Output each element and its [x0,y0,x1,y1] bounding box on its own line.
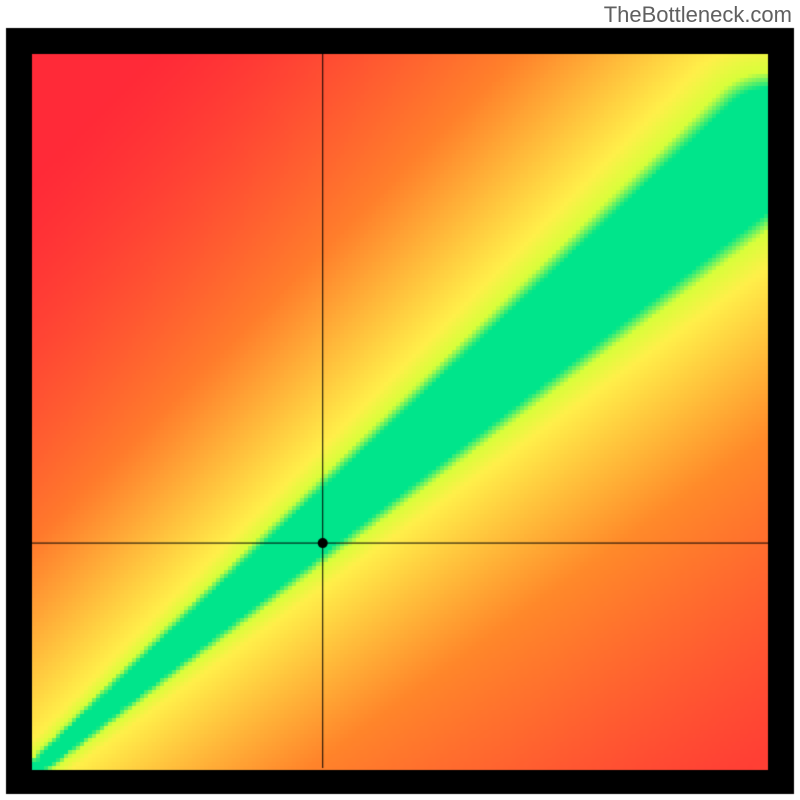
watermark-text: TheBottleneck.com [604,2,792,28]
heatmap-canvas [0,0,800,800]
chart-container: TheBottleneck.com [0,0,800,800]
